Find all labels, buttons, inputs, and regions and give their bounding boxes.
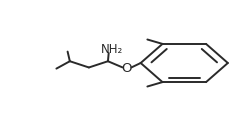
Text: O: O — [122, 61, 132, 75]
Text: NH₂: NH₂ — [101, 43, 124, 56]
